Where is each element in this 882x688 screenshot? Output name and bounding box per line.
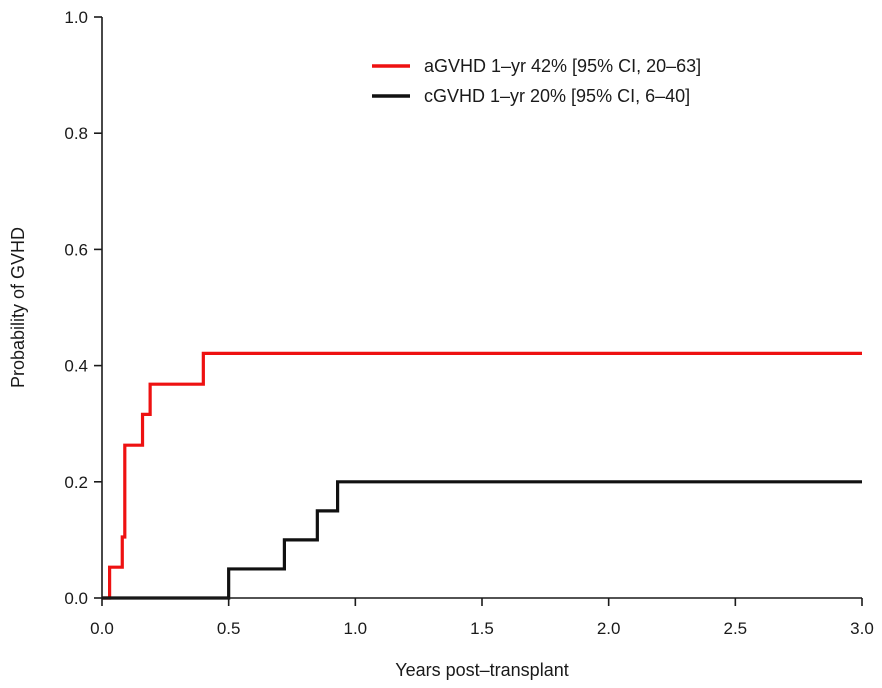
legend-label: aGVHD 1–yr 42% [95% CI, 20–63] <box>424 56 701 76</box>
x-axis-title: Years post–transplant <box>395 660 568 680</box>
x-tick-label: 1.0 <box>344 619 368 638</box>
x-tick-label: 3.0 <box>850 619 874 638</box>
y-ticks: 0.0 0.2 0.4 0.6 0.8 1.0 <box>64 8 102 608</box>
y-tick-label: 0.0 <box>64 589 88 608</box>
x-tick-label: 0.0 <box>90 619 114 638</box>
series-line-agvhd <box>102 353 862 598</box>
series-line-cgvhd <box>102 482 862 598</box>
x-tick-label: 1.5 <box>470 619 494 638</box>
legend: aGVHD 1–yr 42% [95% CI, 20–63] cGVHD 1–yr… <box>372 56 701 106</box>
y-tick-label: 0.4 <box>64 357 88 376</box>
y-tick-label: 1.0 <box>64 8 88 27</box>
y-axis-title: Probability of GVHD <box>8 227 28 388</box>
legend-label: cGVHD 1–yr 20% [95% CI, 6–40] <box>424 86 690 106</box>
y-tick-label: 0.2 <box>64 473 88 492</box>
plot-area <box>102 353 862 598</box>
x-tick-label: 0.5 <box>217 619 241 638</box>
y-tick-label: 0.8 <box>64 124 88 143</box>
x-tick-label: 2.5 <box>724 619 748 638</box>
y-tick-label: 0.6 <box>64 240 88 259</box>
x-ticks: 0.0 0.5 1.0 1.5 2.0 2.5 3.0 <box>90 598 874 638</box>
x-tick-label: 2.0 <box>597 619 621 638</box>
